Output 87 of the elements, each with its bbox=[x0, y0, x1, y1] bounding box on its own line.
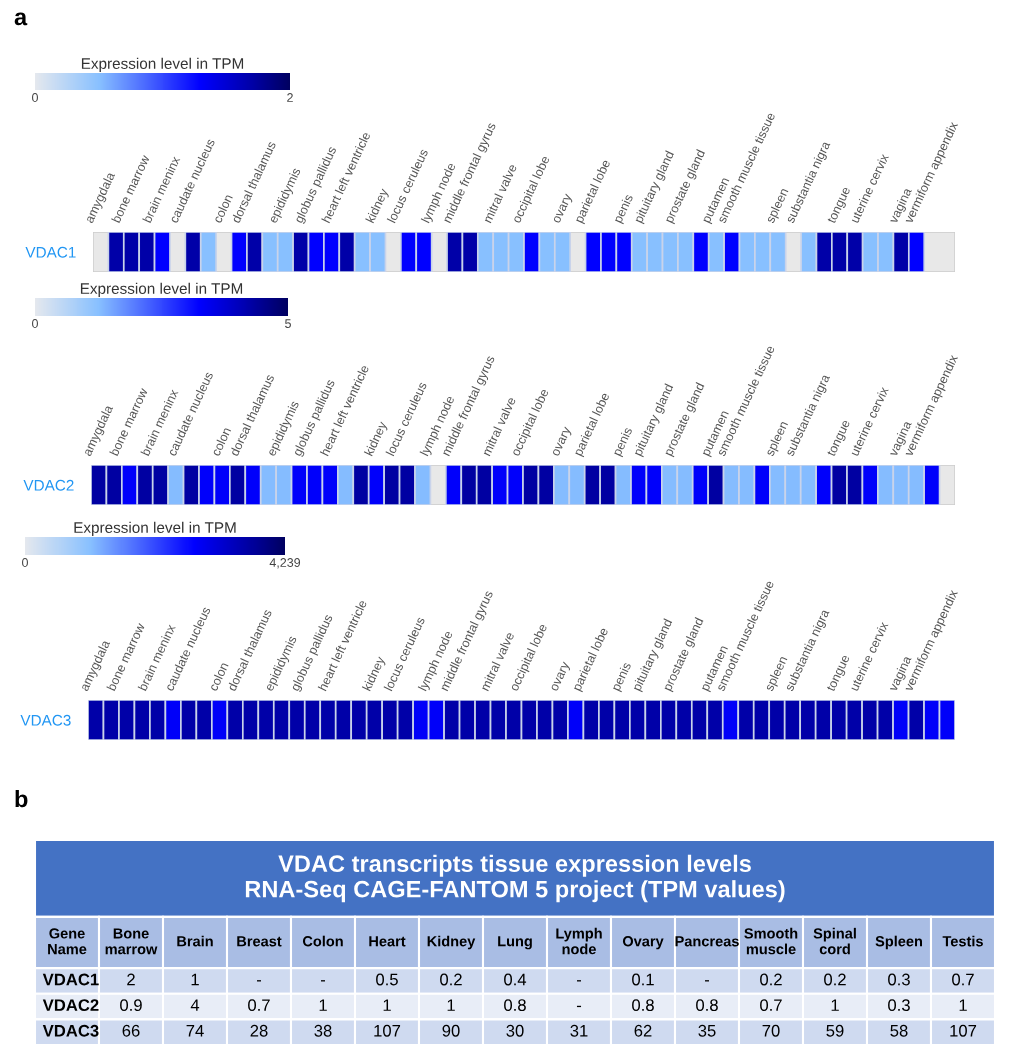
data-label: 90 bbox=[442, 1024, 460, 1037]
text: b bbox=[15, 789, 28, 808]
data-label: 62 bbox=[634, 1024, 652, 1037]
x-tick-label: uterine cervix bbox=[849, 152, 890, 224]
x-tick-label: Colon bbox=[302, 935, 343, 947]
text: - bbox=[704, 980, 710, 982]
color-bar-label: 2 bbox=[287, 93, 293, 102]
x-tick-label: Ovary bbox=[622, 936, 664, 950]
data-label: 59 bbox=[826, 1024, 844, 1037]
data-label: 0.8 bbox=[632, 999, 654, 1012]
x-tick-label: Pancreas bbox=[675, 936, 739, 947]
color-bar-title: Expression level in TPM bbox=[74, 521, 236, 536]
data-label: 107 bbox=[950, 1024, 977, 1037]
data-label: 28 bbox=[250, 1024, 268, 1037]
data-label: 0.7 bbox=[248, 999, 270, 1012]
data-label: 1 bbox=[319, 999, 327, 1011]
data-label: 0.5 bbox=[376, 973, 398, 986]
data-label: 1 bbox=[831, 999, 839, 1011]
color-bar-label: 4,239 bbox=[269, 558, 301, 569]
y-tick-label: VDAC1 bbox=[42, 973, 99, 986]
y-tick-label: VDAC1 bbox=[25, 246, 76, 258]
y-tick-label: VDAC2 bbox=[23, 479, 74, 491]
x-tick-label: colon bbox=[210, 426, 232, 457]
data-label: 0.7 bbox=[760, 999, 782, 1012]
text: - bbox=[256, 980, 262, 982]
data-label: 58 bbox=[890, 1024, 908, 1037]
x-tick-label: penis bbox=[612, 193, 636, 225]
x-tick-label: Spleen bbox=[875, 935, 923, 950]
text: a bbox=[14, 12, 28, 26]
y-axis-title: Gene Name bbox=[48, 928, 87, 955]
data-label: 0.4 bbox=[504, 973, 527, 986]
x-tick-label: Heart bbox=[369, 936, 406, 947]
x-tick-label: Smooth muscle bbox=[744, 927, 798, 955]
data-label: 1 bbox=[447, 999, 455, 1011]
x-tick-label: Lymph node bbox=[556, 927, 602, 955]
x-tick-label: ovary bbox=[553, 193, 575, 225]
y-tick-label: VDAC3 bbox=[20, 714, 71, 726]
x-tick-label: uterine cervix bbox=[849, 385, 889, 457]
data-label: 0.9 bbox=[120, 999, 142, 1012]
color-bar-label: 0 bbox=[32, 93, 38, 102]
data-label: 1 bbox=[959, 999, 967, 1011]
data-label: 66 bbox=[122, 1024, 140, 1037]
data-label: 1 bbox=[383, 999, 391, 1011]
data-label: 1 bbox=[191, 973, 199, 986]
chart-title: VDAC transcripts tissue expression levels RNA-Seq CAGE-FANTOM 5 project (TPM values) bbox=[245, 854, 785, 903]
data-label: 2 bbox=[127, 973, 135, 986]
data-label: 0.8 bbox=[696, 999, 718, 1012]
data-label: 31 bbox=[570, 1024, 588, 1037]
x-tick-label: ovary bbox=[550, 661, 572, 693]
text: - bbox=[576, 1005, 582, 1008]
x-tick-label: Testis bbox=[942, 935, 983, 947]
data-label: 35 bbox=[698, 1024, 716, 1037]
color-bar-label: 5 bbox=[285, 319, 291, 328]
data-label: 74 bbox=[186, 1025, 204, 1037]
data-label: 0.2 bbox=[760, 973, 782, 986]
data-label: 38 bbox=[314, 1024, 332, 1037]
x-tick-label: Kidney bbox=[427, 935, 476, 950]
x-tick-label: colon bbox=[212, 193, 233, 224]
text: - bbox=[320, 980, 326, 982]
data-label: 0.3 bbox=[888, 973, 910, 986]
x-tick-label: Lung bbox=[498, 936, 532, 950]
x-tick-label: Bone marrow bbox=[105, 928, 158, 955]
data-label: 0.8 bbox=[504, 999, 526, 1012]
x-tick-label: uterine cervix bbox=[849, 620, 889, 692]
y-tick-label: VDAC3 bbox=[42, 1024, 99, 1037]
data-label: 0.3 bbox=[888, 999, 910, 1012]
color-bar-title: Expression level in TPM bbox=[81, 57, 244, 72]
data-label: 70 bbox=[762, 1024, 780, 1037]
data-label: 0.2 bbox=[440, 973, 462, 986]
data-label: 0.2 bbox=[824, 973, 846, 986]
x-tick-label: colon bbox=[208, 661, 229, 692]
data-label: 0.1 bbox=[632, 973, 654, 986]
x-tick-label: ovary bbox=[552, 426, 574, 458]
text: - bbox=[576, 980, 582, 982]
data-label: 0.7 bbox=[952, 973, 974, 986]
data-label: 107 bbox=[374, 1024, 401, 1037]
data-label: 4 bbox=[190, 999, 200, 1011]
x-tick-label: penis bbox=[610, 661, 634, 693]
color-bar-label: 0 bbox=[22, 558, 28, 567]
x-tick-label: Breast bbox=[237, 936, 282, 947]
y-tick-label: VDAC2 bbox=[42, 999, 99, 1012]
data-label: 30 bbox=[506, 1024, 524, 1037]
x-tick-label: Spinal cord bbox=[813, 927, 856, 955]
color-bar-label: 0 bbox=[32, 319, 38, 328]
x-tick-label: penis bbox=[612, 426, 635, 458]
color-bar-title: Expression level in TPM bbox=[80, 282, 243, 297]
x-tick-label: Brain bbox=[177, 935, 213, 947]
